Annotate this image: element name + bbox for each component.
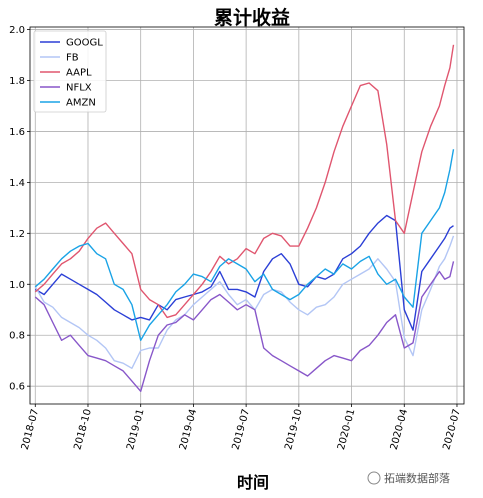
- x-tick-label: 2020-01: [336, 408, 357, 451]
- x-tick-label: 2019-04: [178, 408, 199, 451]
- wechat-icon: [367, 471, 381, 485]
- y-tick-label: 2.0: [9, 25, 25, 36]
- watermark-text: 拓端数据部落: [384, 471, 450, 485]
- series-line-aapl: [34, 44, 455, 319]
- x-tick-label: 2019-01: [125, 408, 146, 451]
- y-tick-label: 0.8: [9, 331, 25, 342]
- series-line-amzn: [34, 149, 455, 341]
- x-tick-label: 2020-07: [441, 408, 462, 451]
- series-line-fb: [34, 235, 455, 369]
- plot-frame: [29, 26, 465, 405]
- x-tick-label: 2019-07: [231, 408, 252, 451]
- legend-label-aapl: AAPL: [66, 68, 92, 79]
- y-tick-label: 1.8: [9, 76, 25, 87]
- series-lines: [34, 44, 455, 392]
- chart-title: 累计收益: [214, 6, 290, 29]
- y-ticks: 0.6 0.8 1.0 1.2 1.4 1.6 1.8 2.0: [9, 25, 30, 393]
- legend-label-amzn: AMZN: [66, 98, 96, 109]
- legend-label-fb: FB: [66, 53, 79, 64]
- series-line-googl: [34, 214, 454, 331]
- y-tick-label: 1.0: [9, 280, 25, 291]
- x-tick-label: 2018-10: [72, 408, 93, 451]
- x-axis-label: 时间: [237, 473, 269, 492]
- legend-label-googl: GOOGL: [66, 38, 103, 49]
- y-tick-label: 0.6: [9, 382, 25, 393]
- grid: [30, 27, 464, 404]
- x-tick-label: 2020-04: [389, 408, 410, 451]
- x-tick-label: 2018-07: [20, 408, 41, 451]
- x-tick-label: 2019-10: [283, 408, 304, 451]
- y-tick-label: 1.2: [9, 229, 25, 240]
- series-line-nflx: [34, 261, 455, 392]
- x-ticks: 2018-07 2018-10 2019-01 2019-04 2019-07 2019-…: [20, 404, 463, 451]
- watermark: 拓端数据部落: [367, 471, 450, 485]
- y-tick-label: 1.6: [9, 127, 25, 138]
- legend-label-nflx: NFLX: [66, 83, 92, 94]
- legend-box: [33, 30, 107, 113]
- y-tick-label: 1.4: [9, 178, 25, 189]
- legend: GOOGL FB AAPL NFLX AMZN: [33, 30, 107, 113]
